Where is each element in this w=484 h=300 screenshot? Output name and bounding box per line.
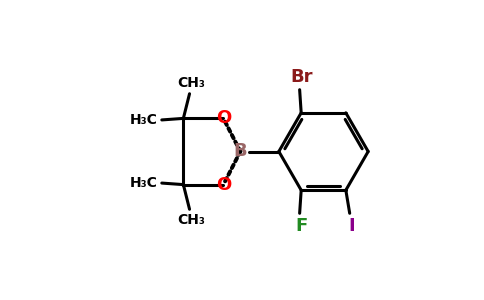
Text: Br: Br — [290, 68, 313, 86]
Text: CH₃: CH₃ — [177, 76, 205, 90]
Text: CH₃: CH₃ — [177, 213, 205, 227]
Text: H₃C: H₃C — [129, 113, 157, 127]
Text: B: B — [234, 142, 247, 160]
Text: H₃C: H₃C — [129, 176, 157, 190]
Text: I: I — [348, 217, 355, 235]
Text: O: O — [216, 110, 231, 128]
Text: O: O — [216, 176, 231, 194]
Text: F: F — [295, 217, 307, 235]
